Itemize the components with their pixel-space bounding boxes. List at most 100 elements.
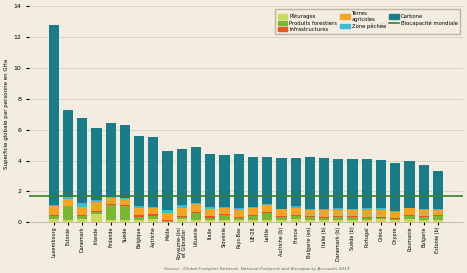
Bar (376, 160, 386, 208)
Bar (262, 204, 272, 205)
Bar (404, 209, 415, 215)
Bar (134, 136, 144, 206)
Bar (276, 217, 287, 219)
Text: Source : Global Footprint Network, National Footprint and Biocapacity Accounts 2: Source : Global Footprint Network, Natio… (164, 267, 350, 271)
Bar (120, 199, 130, 205)
Bar (319, 210, 329, 217)
Bar (177, 219, 187, 222)
Y-axis label: Superficie globale par personne en GHa: Superficie globale par personne en GHa (4, 59, 9, 169)
Legend: Pâturages, Produits forestiers, Infrastructures, Terres
agricoles, Zone pêchée, : Pâturages, Produits forestiers, Infrastr… (276, 9, 460, 34)
Bar (319, 220, 329, 222)
Bar (177, 217, 187, 219)
Bar (290, 215, 301, 216)
Bar (418, 217, 429, 219)
Bar (91, 200, 101, 202)
Bar (404, 208, 415, 209)
Bar (219, 155, 230, 207)
Bar (347, 220, 358, 222)
Bar (248, 215, 258, 216)
Bar (134, 219, 144, 222)
Bar (305, 209, 315, 210)
Bar (148, 207, 158, 215)
Bar (390, 212, 400, 218)
Bar (433, 209, 443, 210)
Bar (319, 158, 329, 209)
Bar (106, 123, 116, 197)
Bar (91, 128, 101, 200)
Bar (63, 219, 73, 222)
Bar (63, 206, 73, 219)
Bar (276, 209, 287, 216)
Bar (347, 209, 358, 210)
Bar (390, 218, 400, 219)
Bar (262, 219, 272, 222)
Bar (290, 158, 301, 206)
Bar (262, 213, 272, 219)
Bar (177, 205, 187, 208)
Bar (404, 216, 415, 219)
Bar (404, 161, 415, 208)
Bar (191, 147, 201, 203)
Bar (91, 211, 101, 212)
Bar (418, 210, 429, 216)
Bar (106, 197, 116, 198)
Bar (290, 206, 301, 208)
Bar (333, 217, 343, 219)
Bar (49, 216, 59, 219)
Bar (91, 212, 101, 214)
Bar (433, 215, 443, 216)
Bar (134, 215, 144, 217)
Bar (376, 210, 386, 217)
Bar (49, 215, 59, 216)
Bar (390, 211, 400, 212)
Bar (177, 149, 187, 205)
Bar (234, 155, 244, 208)
Bar (120, 124, 130, 198)
Bar (148, 215, 158, 216)
Bar (390, 221, 400, 222)
Bar (148, 137, 158, 207)
Bar (376, 219, 386, 222)
Bar (163, 213, 173, 219)
Bar (148, 219, 158, 222)
Bar (248, 216, 258, 219)
Bar (163, 210, 173, 213)
Bar (163, 150, 173, 210)
Bar (77, 219, 87, 222)
Bar (333, 216, 343, 217)
Bar (163, 221, 173, 222)
Bar (91, 214, 101, 222)
Bar (319, 218, 329, 220)
Bar (290, 208, 301, 215)
Bar (290, 216, 301, 219)
Bar (205, 155, 215, 207)
Bar (333, 159, 343, 209)
Bar (418, 165, 429, 209)
Bar (418, 216, 429, 217)
Bar (433, 171, 443, 209)
Bar (333, 209, 343, 210)
Bar (305, 217, 315, 220)
Bar (205, 207, 215, 209)
Bar (191, 204, 201, 212)
Bar (305, 220, 315, 222)
Bar (219, 208, 230, 214)
Bar (290, 219, 301, 222)
Bar (262, 212, 272, 213)
Bar (248, 157, 258, 207)
Bar (205, 218, 215, 220)
Bar (305, 210, 315, 216)
Bar (333, 219, 343, 222)
Bar (376, 217, 386, 218)
Bar (248, 219, 258, 222)
Bar (120, 205, 130, 206)
Bar (205, 220, 215, 222)
Bar (163, 219, 173, 221)
Bar (347, 216, 358, 217)
Bar (120, 219, 130, 222)
Bar (63, 197, 73, 198)
Bar (234, 219, 244, 222)
Bar (77, 215, 87, 216)
Bar (191, 203, 201, 204)
Bar (362, 159, 372, 208)
